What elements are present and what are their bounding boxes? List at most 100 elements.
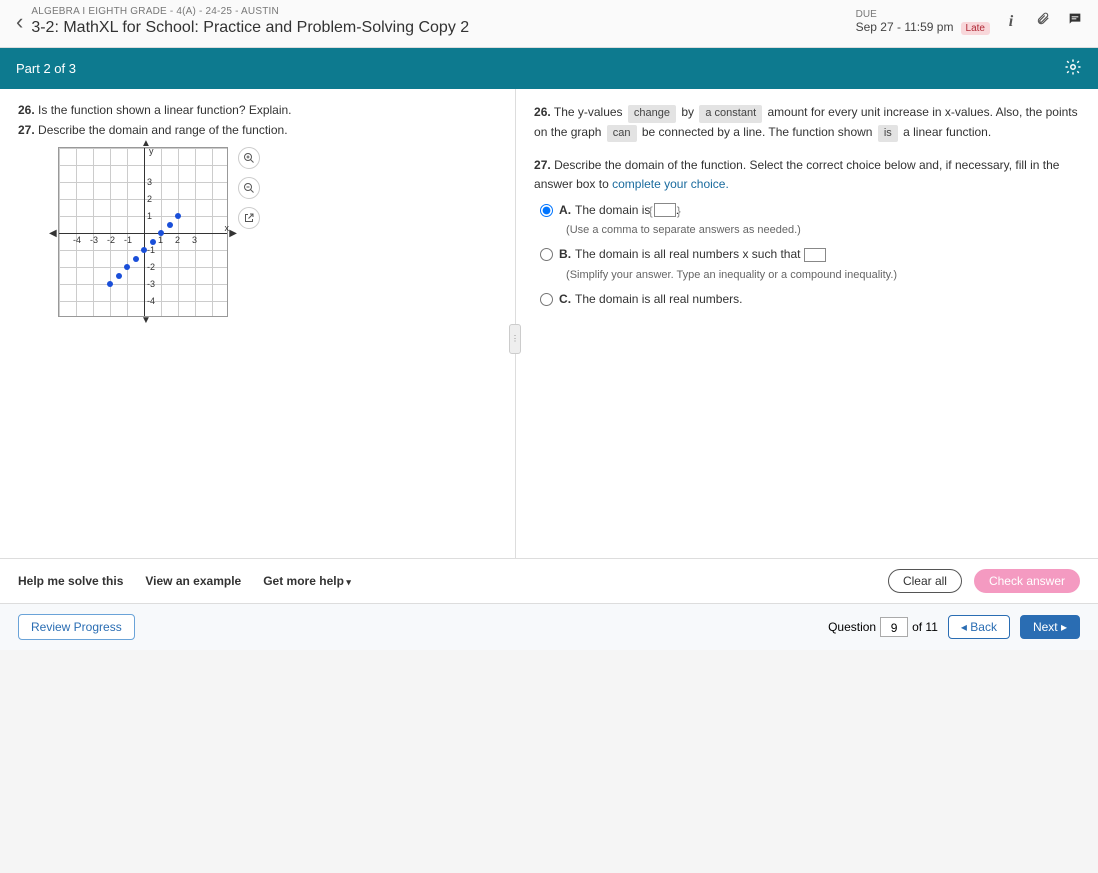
part-bar: Part 2 of 3 [0,48,1098,89]
question-27-text: 27. Describe the domain and range of the… [18,123,497,137]
content-area: 26. Is the function shown a linear funct… [0,89,1098,558]
q27-link[interactable]: complete your choice. [612,177,729,191]
x-tick-label: -3 [90,235,98,245]
dropdown-is[interactable]: is [878,125,898,143]
check-answer-button[interactable]: Check answer [974,569,1080,593]
back-button[interactable]: ◂ Back [948,615,1010,639]
back-chevron-icon[interactable]: ‹ [8,9,31,35]
review-progress-button[interactable]: Review Progress [18,614,135,640]
x-arrow-right-icon: ▶ [229,228,237,239]
due-date: Sep 27 - 11:59 pm [856,20,954,34]
part-label: Part 2 of 3 [16,61,76,76]
y-tick-label: -3 [147,279,155,289]
due-block: DUE Sep 27 - 11:59 pm Late [856,9,990,35]
choice-b-sub: (Simplify your answer. Type an inequalit… [566,267,1080,285]
x-tick-label: 1 [158,235,163,245]
next-label: Next [1033,620,1058,634]
q26-text-1: The y-values [554,105,623,119]
gear-icon[interactable] [1064,58,1082,79]
input-domain-inequality[interactable] [804,248,826,262]
get-more-help-button[interactable]: Get more help [263,574,351,588]
answer-27: 27. Describe the domain of the function.… [534,156,1080,194]
y-axis [144,148,145,316]
y-axis-label: y [149,146,154,156]
help-me-solve-button[interactable]: Help me solve this [18,574,123,588]
choice-b-label: B. [559,247,571,261]
dropdown-change[interactable]: change [628,105,676,123]
q26-text-4: a linear function. [903,125,991,139]
attachment-icon[interactable] [1034,11,1052,32]
graph-tools [238,147,260,229]
y-tick-label: -1 [147,245,155,255]
due-label: DUE [856,9,990,20]
nav-footer: Review Progress Question 9 of 11 ◂ Back … [0,603,1098,650]
choice-a[interactable]: A.The domain is . [540,201,1080,220]
y-tick-label: -4 [147,296,155,306]
y-arrow-down-icon: ▼ [141,315,151,326]
radio-b[interactable] [540,248,553,261]
radio-a[interactable] [540,204,553,217]
question-label: Question [828,620,876,634]
top-icons: i [1002,11,1084,32]
q26-text-by: by [681,105,694,119]
y-tick-label: -2 [147,262,155,272]
dropdown-constant[interactable]: a constant [699,105,762,123]
help-footer: Help me solve this View an example Get m… [0,558,1098,603]
breadcrumb[interactable]: ALGEBRA I EIGHTH GRADE - 4(A) - 24-25 - … [31,6,855,17]
graph-wrap: ▲ ▼ ▶ ◀ y x -4-3-2-1123123-1-2-3-4 [58,147,497,317]
x-tick-label: -2 [107,235,115,245]
y-tick-label: 1 [147,211,152,221]
choice-c[interactable]: C. The domain is all real numbers. [540,290,1080,309]
app-window: ‹ ALGEBRA I EIGHTH GRADE - 4(A) - 24-25 … [0,0,1098,650]
data-point [133,256,139,262]
clear-all-button[interactable]: Clear all [888,569,962,593]
popout-icon[interactable] [238,207,260,229]
choice-c-label: C. [559,292,571,306]
choice-a-text: The domain is [575,203,654,217]
x-tick-label: 3 [192,235,197,245]
zoom-out-icon[interactable] [238,177,260,199]
pane-divider-handle[interactable]: ⋮ [509,324,521,354]
x-tick-label: -4 [73,235,81,245]
choice-c-text: The domain is all real numbers. [575,292,742,306]
x-tick-label: 2 [175,235,180,245]
title-block: ALGEBRA I EIGHTH GRADE - 4(A) - 24-25 - … [31,6,855,37]
back-label: Back [970,620,997,634]
data-point [167,222,173,228]
coordinate-graph[interactable]: ▲ ▼ ▶ ◀ y x -4-3-2-1123123-1-2-3-4 [58,147,228,317]
late-badge: Late [961,22,990,35]
next-button[interactable]: Next ▸ [1020,615,1080,639]
data-point [175,213,181,219]
top-bar: ‹ ALGEBRA I EIGHTH GRADE - 4(A) - 24-25 … [0,0,1098,48]
left-pane: 26. Is the function shown a linear funct… [0,89,516,558]
x-arrow-left-icon: ◀ [49,228,57,239]
question-total: of 11 [912,620,938,634]
right-pane: 26. The y-values change by a constant am… [516,89,1098,558]
q26-body: Is the function shown a linear function?… [38,103,292,117]
view-example-button[interactable]: View an example [145,574,241,588]
zoom-in-icon[interactable] [238,147,260,169]
data-point [124,264,130,270]
dropdown-can[interactable]: can [607,125,637,143]
y-tick-label: 2 [147,194,152,204]
answer-26: 26. The y-values change by a constant am… [534,103,1080,142]
data-point [107,281,113,287]
q26-text-3: be connected by a line. The function sho… [642,125,873,139]
info-icon[interactable]: i [1002,13,1020,31]
q27-body: Describe the domain and range of the fun… [38,123,288,137]
y-tick-label: 3 [147,177,152,187]
choice-b-text: The domain is all real numbers x such th… [575,247,804,261]
choice-a-sub: (Use a comma to separate answers as need… [566,222,1080,240]
assignment-title: 3-2: MathXL for School: Practice and Pro… [31,19,855,37]
data-point [116,273,122,279]
choice-a-label: A. [559,203,571,217]
input-domain-set[interactable] [654,203,676,217]
x-axis [59,233,227,234]
radio-c[interactable] [540,293,553,306]
comment-icon[interactable] [1066,11,1084,32]
choice-b[interactable]: B. The domain is all real numbers x such … [540,245,1080,264]
x-tick-label: -1 [124,235,132,245]
question-number-input[interactable]: 9 [880,617,908,637]
data-point [150,239,156,245]
x-axis-label: x [225,223,230,233]
